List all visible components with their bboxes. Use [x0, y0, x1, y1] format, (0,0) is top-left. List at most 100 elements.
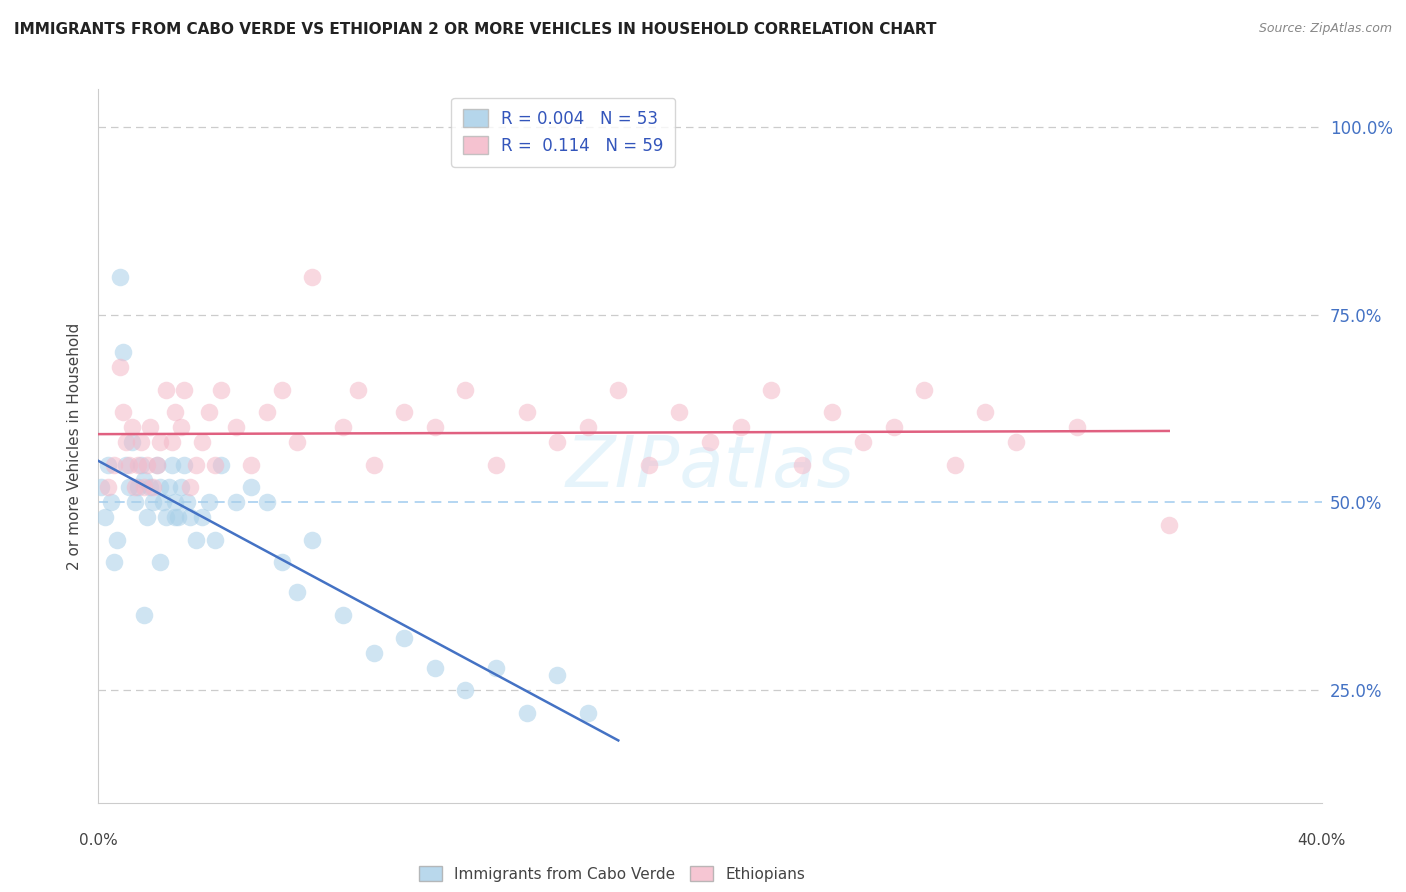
Point	[118, 458, 141, 472]
Point	[127, 458, 149, 472]
Text: IMMIGRANTS FROM CABO VERDE VS ETHIOPIAN 2 OR MORE VEHICLES IN HOUSEHOLD CORRELAT: IMMIGRANTS FROM CABO VERDE VS ETHIOPIAN …	[14, 22, 936, 37]
Point	[149, 556, 172, 570]
Point	[163, 495, 186, 509]
Point	[1004, 435, 1026, 450]
Text: 0.0%: 0.0%	[79, 833, 118, 848]
Point	[163, 510, 186, 524]
Point	[160, 435, 183, 450]
Point	[93, 510, 115, 524]
Point	[136, 458, 159, 472]
Point	[1066, 420, 1088, 434]
Point	[155, 383, 177, 397]
Point	[209, 458, 232, 472]
Point	[186, 458, 208, 472]
Point	[118, 480, 141, 494]
Point	[134, 473, 156, 487]
Point	[363, 458, 385, 472]
Point	[197, 405, 219, 419]
Point	[97, 480, 120, 494]
Point	[191, 435, 214, 450]
Point	[285, 435, 308, 450]
Point	[285, 585, 308, 599]
Point	[197, 495, 219, 509]
Point	[852, 435, 875, 450]
Point	[485, 660, 508, 674]
Point	[186, 533, 208, 547]
Point	[516, 405, 538, 419]
Point	[121, 420, 143, 434]
Text: Source: ZipAtlas.com: Source: ZipAtlas.com	[1258, 22, 1392, 36]
Point	[485, 458, 508, 472]
Point	[167, 510, 190, 524]
Point	[454, 683, 477, 698]
Point	[256, 495, 278, 509]
Point	[149, 435, 172, 450]
Point	[115, 458, 138, 472]
Point	[576, 420, 599, 434]
Point	[124, 480, 146, 494]
Point	[790, 458, 813, 472]
Point	[668, 405, 690, 419]
Point	[423, 660, 446, 674]
Point	[134, 607, 156, 622]
Point	[155, 510, 177, 524]
Point	[240, 480, 263, 494]
Point	[111, 405, 134, 419]
Point	[152, 495, 174, 509]
Point	[974, 405, 997, 419]
Point	[179, 510, 201, 524]
Point	[115, 435, 138, 450]
Point	[454, 383, 477, 397]
Point	[301, 270, 323, 285]
Point	[108, 270, 131, 285]
Point	[392, 405, 416, 419]
Point	[204, 533, 226, 547]
Point	[142, 495, 165, 509]
Point	[332, 607, 354, 622]
Point	[103, 556, 125, 570]
Point	[142, 480, 165, 494]
Legend: R = 0.004   N = 53, R =  0.114   N = 59: R = 0.004 N = 53, R = 0.114 N = 59	[451, 97, 675, 167]
Point	[821, 405, 844, 419]
Point	[127, 480, 149, 494]
Point	[637, 458, 661, 472]
Point	[423, 420, 446, 434]
Point	[301, 533, 323, 547]
Y-axis label: 2 or more Vehicles in Household: 2 or more Vehicles in Household	[67, 322, 83, 570]
Point	[270, 556, 292, 570]
Point	[256, 405, 278, 419]
Point	[173, 458, 195, 472]
Point	[160, 458, 183, 472]
Point	[121, 435, 143, 450]
Point	[546, 668, 568, 682]
Point	[332, 420, 354, 434]
Point	[176, 495, 198, 509]
Point	[191, 510, 214, 524]
Point	[546, 435, 568, 450]
Point	[136, 510, 159, 524]
Point	[225, 495, 247, 509]
Point	[699, 435, 721, 450]
Point	[139, 420, 162, 434]
Point	[730, 420, 752, 434]
Point	[129, 435, 152, 450]
Point	[576, 706, 599, 720]
Point	[157, 480, 180, 494]
Point	[105, 533, 128, 547]
Point	[108, 360, 131, 375]
Point	[883, 420, 905, 434]
Point	[170, 420, 193, 434]
Point	[363, 646, 385, 660]
Point	[179, 480, 201, 494]
Point	[225, 420, 247, 434]
Point	[204, 458, 226, 472]
Point	[943, 458, 966, 472]
Text: ZIPatlas: ZIPatlas	[565, 433, 855, 502]
Point	[90, 480, 112, 494]
Point	[111, 345, 134, 359]
Point	[240, 458, 263, 472]
Point	[173, 383, 195, 397]
Point	[607, 383, 630, 397]
Point	[759, 383, 782, 397]
Point	[347, 383, 370, 397]
